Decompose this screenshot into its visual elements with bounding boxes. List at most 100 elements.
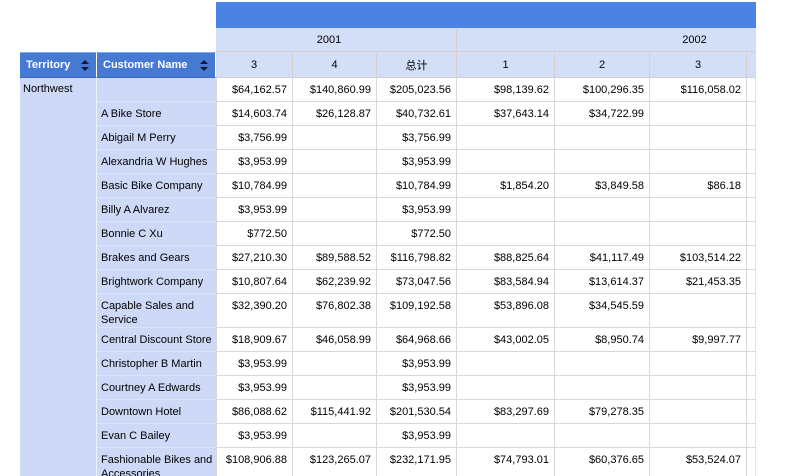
month-column-header[interactable]: 2 — [554, 52, 649, 78]
value-cell: $40,732.61 — [376, 102, 456, 126]
value-cell: $3,953.99 — [216, 150, 292, 174]
column-header-territory[interactable]: Territory — [20, 52, 97, 78]
territory-group-cell[interactable]: Northwest — [20, 78, 97, 476]
value-cell: $86.18 — [649, 174, 746, 198]
table-row: Evan C Bailey $3,953.99 $3,953.99 — [20, 424, 756, 448]
value-cell: $3,756.99 — [216, 126, 292, 150]
table-row: Basic Bike Company $10,784.99 $10,784.99 $… — [20, 174, 756, 198]
customer-name-cell[interactable]: Courtney A Edwards — [97, 376, 216, 400]
value-cell: $3,953.99 — [216, 424, 292, 448]
value-cell: $3,849.58 — [554, 174, 649, 198]
value-cell: $108,906.88 — [216, 448, 292, 476]
value-cell: $64,968.66 — [376, 328, 456, 352]
value-cell: $79,278.35 — [554, 400, 649, 424]
customer-name-cell[interactable]: Brakes and Gears — [97, 246, 216, 270]
customer-name-cell[interactable]: Fashionable Bikes and Accessories — [97, 448, 216, 476]
customer-name-cell[interactable]: Central Discount Store — [97, 328, 216, 352]
value-cell — [456, 352, 554, 376]
customer-name-header-label: Customer Name — [103, 59, 188, 71]
value-cell: $3,953.99 — [216, 352, 292, 376]
value-cell: $14,603.74 — [216, 102, 292, 126]
sort-icon[interactable] — [200, 59, 208, 71]
value-cell — [456, 150, 554, 174]
value-cell: $34,722.99 — [554, 102, 649, 126]
customer-name-cell[interactable]: Capable Sales and Service — [97, 294, 216, 328]
clipped-value-cell — [746, 352, 756, 376]
clipped-value-cell — [746, 126, 756, 150]
value-cell: $98,139.62 — [456, 78, 554, 102]
clipped-value-cell — [746, 246, 756, 270]
table-row: Brightwork Company $10,807.64 $62,239.92 $… — [20, 270, 756, 294]
value-cell — [649, 376, 746, 400]
value-cell: $3,953.99 — [376, 424, 456, 448]
customer-name-cell[interactable]: Basic Bike Company — [97, 174, 216, 198]
value-cell: $89,588.52 — [292, 246, 376, 270]
value-cell — [649, 352, 746, 376]
clipped-value-cell — [746, 150, 756, 174]
header-band-row — [20, 2, 756, 28]
customer-name-cell[interactable]: Alexandria W Hughes — [97, 150, 216, 174]
value-cell — [554, 376, 649, 400]
customer-name-cell[interactable]: Evan C Bailey — [97, 424, 216, 448]
clipped-value-cell — [746, 198, 756, 222]
value-cell — [292, 126, 376, 150]
customer-name-cell[interactable]: Billy A Alvarez — [97, 198, 216, 222]
customer-name-cell[interactable]: Downtown Hotel — [97, 400, 216, 424]
value-cell: $123,265.07 — [292, 448, 376, 476]
month-column-header[interactable]: 3 — [649, 52, 746, 78]
table-row: Fashionable Bikes and Accessories $108,9… — [20, 448, 756, 476]
value-cell: $53,524.07 — [649, 448, 746, 476]
clipped-value-cell — [746, 400, 756, 424]
clipped-value-cell — [746, 294, 756, 328]
month-column-header[interactable]: 3 — [216, 52, 292, 78]
table-row: Capable Sales and Service $32,390.20 $76,… — [20, 294, 756, 328]
customer-name-cell[interactable]: A Bike Store — [97, 102, 216, 126]
clipped-value-cell — [746, 78, 756, 102]
column-header-customer-name[interactable]: Customer Name — [97, 52, 216, 78]
value-cell: $3,756.99 — [376, 126, 456, 150]
table-row: Bonnie C Xu $772.50 $772.50 — [20, 222, 756, 246]
total-column-header[interactable]: 总计 — [376, 52, 456, 78]
year-group-2001[interactable]: 2001 — [216, 28, 456, 52]
value-cell: $3,953.99 — [216, 376, 292, 400]
customer-name-cell[interactable]: Bonnie C Xu — [97, 222, 216, 246]
value-cell: $3,953.99 — [376, 198, 456, 222]
column-header-row: Territory Customer Name 3 4 总计 1 2 3 — [20, 52, 756, 78]
value-cell: $3,953.99 — [376, 150, 456, 174]
customer-name-cell[interactable] — [97, 78, 216, 102]
value-cell — [649, 102, 746, 126]
customer-name-cell[interactable]: Christopher B Martin — [97, 352, 216, 376]
value-cell: $21,453.35 — [649, 270, 746, 294]
clipped-value-cell — [746, 376, 756, 400]
value-cell: $27,210.30 — [216, 246, 292, 270]
value-cell — [649, 424, 746, 448]
value-cell: $100,296.35 — [554, 78, 649, 102]
year-spacer — [20, 28, 216, 52]
territory-header-label: Territory — [26, 59, 71, 71]
clipped-value-cell — [746, 448, 756, 476]
month-column-header[interactable]: 1 — [456, 52, 554, 78]
customer-name-cell[interactable]: Abigail M Perry — [97, 126, 216, 150]
value-cell — [456, 126, 554, 150]
sort-icon[interactable] — [81, 59, 89, 71]
value-cell — [554, 222, 649, 246]
value-cell: $83,297.69 — [456, 400, 554, 424]
value-cell — [649, 400, 746, 424]
value-cell — [456, 198, 554, 222]
year-group-row: 2001 2002 — [20, 28, 756, 52]
table-row: Central Discount Store $18,909.67 $46,058… — [20, 328, 756, 352]
year-group-2002[interactable]: 2002 — [456, 28, 756, 52]
band-spacer — [20, 2, 216, 28]
month-column-header[interactable]: 4 — [292, 52, 376, 78]
pivot-table: 2001 2002 Territory Customer Name 3 — [20, 2, 756, 476]
value-cell: $83,584.94 — [456, 270, 554, 294]
value-cell: $772.50 — [216, 222, 292, 246]
table-row: Northwest $64,162.57 $140,860.99 $205,023.… — [20, 78, 756, 476]
customer-name-cell[interactable]: Brightwork Company — [97, 270, 216, 294]
value-cell: $1,854.20 — [456, 174, 554, 198]
value-cell — [292, 376, 376, 400]
table-row: Christopher B Martin $3,953.99 $3,953.99 — [20, 352, 756, 376]
value-cell — [649, 294, 746, 328]
value-cell: $3,953.99 — [216, 198, 292, 222]
